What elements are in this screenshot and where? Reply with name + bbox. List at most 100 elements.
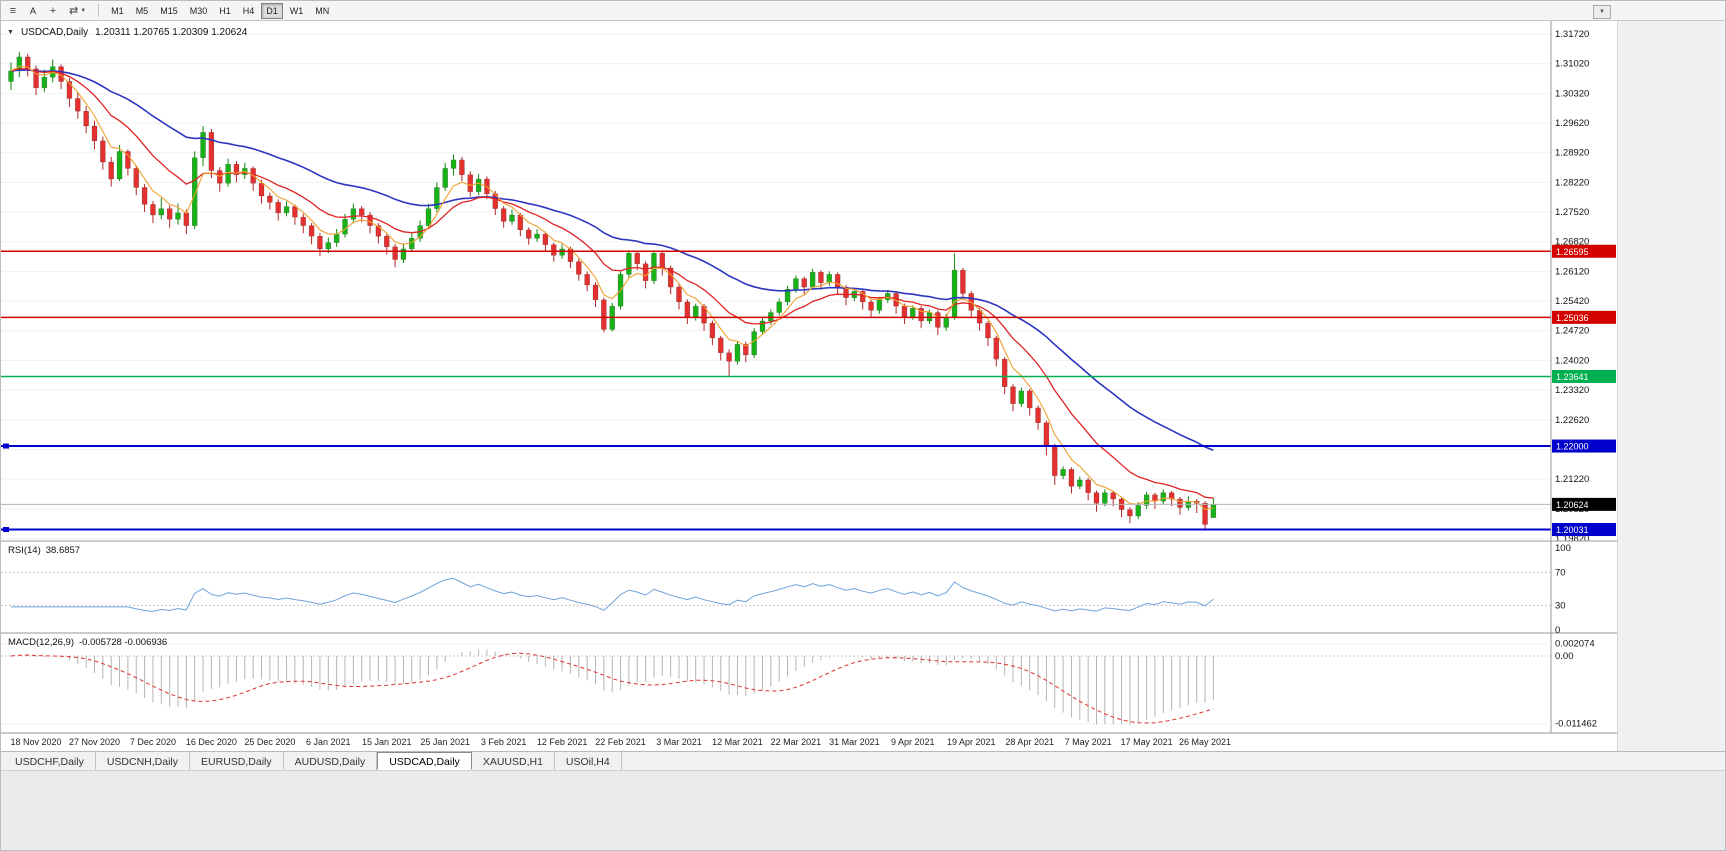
candle-body [434, 187, 440, 209]
line-handle[interactable] [3, 443, 9, 449]
candle-body [1160, 492, 1167, 502]
tab-usdchf-daily[interactable]: USDCHF,Daily [4, 752, 96, 770]
candle-body [100, 140, 106, 163]
date-tick-label: 6 Jan 2021 [306, 737, 351, 747]
candle-body [66, 81, 73, 99]
crosshair-tool-icon[interactable]: + [44, 3, 62, 19]
candle-body [718, 337, 724, 353]
candle-body [133, 168, 139, 188]
candle-body [75, 98, 81, 112]
candle-body [1068, 469, 1075, 487]
candle-body [843, 286, 849, 298]
price-tick-label: 1.21220 [1555, 474, 1589, 485]
tab-xauusd-h1[interactable]: XAUUSD,H1 [472, 752, 555, 770]
macd-tick-label: 0.00 [1555, 651, 1574, 662]
timeframe-w1-button[interactable]: W1 [285, 3, 309, 19]
ma-line-medium [10, 68, 1214, 499]
candle-body [33, 68, 39, 89]
candle-body [150, 204, 156, 216]
date-tick-label: 12 Feb 2021 [537, 737, 588, 747]
tab-usdcad-daily[interactable]: USDCAD,Daily [377, 752, 472, 770]
candle-body [1052, 445, 1058, 476]
date-tick-label: 15 Jan 2021 [362, 737, 412, 747]
candle-body [960, 269, 966, 294]
rsi-line [11, 577, 1214, 612]
timeframe-m30-button[interactable]: M30 [185, 3, 213, 19]
rsi-tick-label: 30 [1555, 600, 1566, 611]
timeframe-h4-button[interactable]: H4 [238, 3, 260, 19]
tab-usdcnh-daily[interactable]: USDCNH,Daily [96, 752, 191, 770]
timeframe-d1-button[interactable]: D1 [261, 2, 283, 19]
candle-body [1043, 422, 1050, 447]
price-level-badge-label: 1.22000 [1556, 442, 1589, 452]
date-tick-label: 26 May 2021 [1179, 737, 1231, 747]
candle-body [1060, 469, 1066, 476]
candle-body [267, 195, 273, 203]
tab-eurusd-daily[interactable]: EURUSD,Daily [190, 752, 284, 770]
candle-body [116, 151, 123, 180]
candle-body [1102, 492, 1108, 504]
chart-canvas[interactable]: 1.31720 1.31020 1.30320 1.29620 1.28920 1.282… [1, 21, 1617, 751]
candle-body [367, 214, 373, 226]
candle-body [901, 305, 908, 317]
candle-body [709, 322, 716, 339]
ma-line-slow [10, 69, 1214, 451]
timeframe-m5-button[interactable]: M5 [131, 3, 154, 19]
candle-body [551, 244, 557, 256]
candle-body [500, 208, 507, 222]
candle-body [125, 151, 131, 169]
charts-menu-icon[interactable]: ≡ [4, 3, 22, 19]
candle-body [475, 178, 482, 192]
candle-body [158, 208, 165, 216]
rsi-tick-label: 70 [1555, 568, 1566, 579]
price-level-badge-label: 1.26595 [1556, 247, 1589, 257]
price-tick-label: 1.19820 [1555, 533, 1589, 544]
chart-shift-button[interactable]: ⇄ ▼ [64, 3, 91, 19]
cursor-tool-button[interactable]: A [24, 3, 42, 19]
candle-body [1026, 390, 1033, 409]
rsi-tick-label: 100 [1555, 543, 1571, 554]
candle-body [743, 344, 749, 356]
candle-body [425, 208, 432, 226]
date-tick-label: 28 Apr 2021 [1005, 737, 1054, 747]
price-tick-label: 1.25420 [1555, 296, 1589, 307]
candle-body [693, 305, 699, 317]
current-price-badge [1552, 497, 1616, 511]
candle-body [208, 132, 215, 171]
candle-body [41, 77, 48, 89]
candle-body [793, 278, 799, 290]
candle-body [943, 316, 949, 328]
chart-tabs-bar: USDCHF,Daily USDCNH,Daily EURUSD,Daily A… [1, 751, 1725, 770]
candle-body [292, 206, 298, 218]
price-tick-label: 1.24020 [1555, 355, 1589, 366]
price-level-badge-label: 1.25036 [1556, 313, 1589, 323]
candle-body [1177, 498, 1183, 508]
timeframe-h1-button[interactable]: H1 [214, 3, 236, 19]
price-tick-label: 1.31020 [1555, 59, 1589, 70]
price-level-badge [1552, 310, 1616, 324]
candle-body [200, 132, 206, 158]
candle-body [1085, 479, 1091, 493]
tab-usoil-h4[interactable]: USOil,H4 [555, 752, 622, 770]
candle-body [392, 246, 398, 260]
date-tick-label: 31 Mar 2021 [829, 737, 880, 747]
timeframe-m15-button[interactable]: M15 [155, 3, 183, 19]
tab-audusd-daily[interactable]: AUDUSD,Daily [284, 752, 378, 770]
macd-signal-line [10, 652, 1214, 724]
candle-body [400, 248, 407, 260]
candle-body [442, 168, 448, 188]
candle-body [141, 187, 148, 205]
candle-body [951, 269, 958, 317]
toolbar-overflow-button[interactable]: ▼ [1593, 5, 1611, 19]
candle-body [342, 219, 348, 235]
timeframe-m1-button[interactable]: M1 [106, 3, 129, 19]
line-handle[interactable] [3, 527, 9, 533]
candle-body [542, 233, 549, 245]
candle-body [751, 331, 757, 356]
timeframe-mn-button[interactable]: MN [310, 3, 334, 19]
price-level-badge [1552, 369, 1616, 383]
date-tick-label: 17 May 2021 [1121, 737, 1173, 747]
candle-body [308, 225, 315, 237]
candle-body [576, 261, 582, 275]
